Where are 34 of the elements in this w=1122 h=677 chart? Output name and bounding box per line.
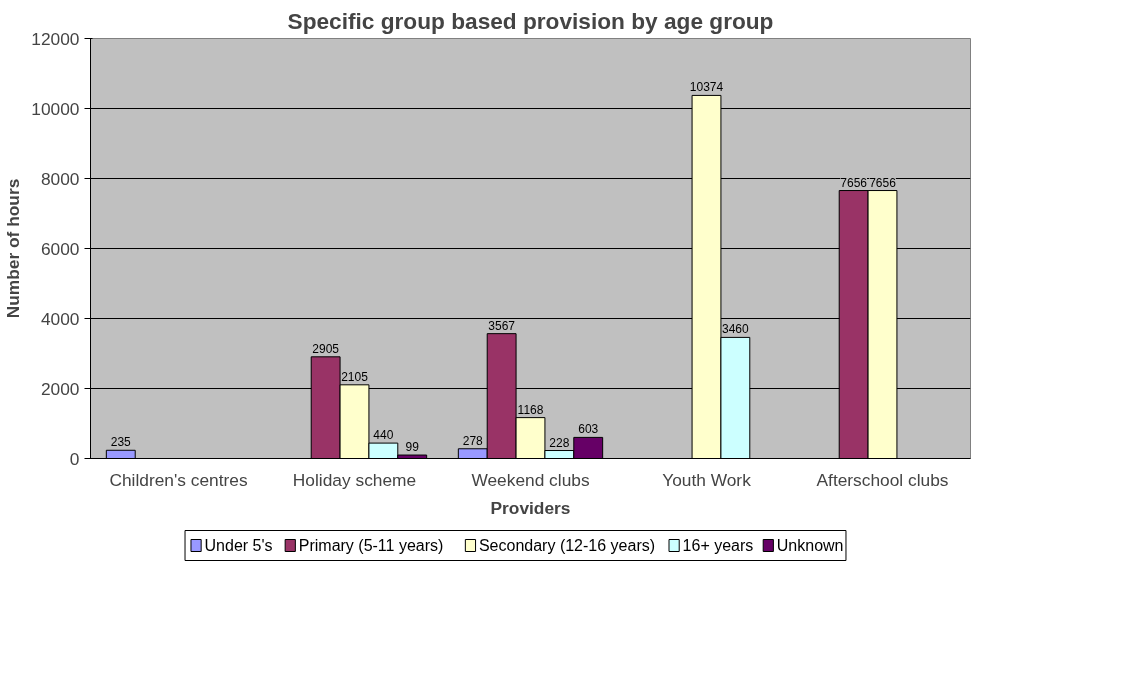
x-tick-label: Youth Work [662,469,752,490]
data-label: 7656 [840,175,868,190]
data-label: 1168 [517,402,544,417]
legend-label: Under 5's [204,537,273,554]
data-label: 99 [405,440,420,455]
legend-label: Unknown [776,537,844,554]
y-tick-label: 2000 [40,378,80,399]
y-tick-label: 6000 [40,238,80,259]
legend-label: Primary (5-11 years) [298,537,444,554]
data-label: 603 [578,422,599,437]
y-axis-title: Number of hours [3,178,24,319]
chart-title: Specific group based provision by age group [287,7,774,34]
y-tick-label: 0 [69,448,80,469]
data-label: 3460 [722,322,750,337]
data-label: 10374 [689,80,724,95]
data-label: 2905 [312,341,340,356]
data-label: 228 [549,435,570,450]
x-axis-title: Providers [490,497,571,518]
data-label: 440 [373,428,394,443]
data-label: 235 [110,435,132,450]
y-tick-label: 12000 [31,28,80,49]
legend-label: 16+ years [682,537,754,554]
legend-label: Secondary (12-16 years) [478,537,656,554]
data-label: 3567 [488,318,516,333]
x-tick-label: Weekend clubs [471,469,590,490]
data-label: 2105 [341,369,369,384]
y-tick-label: 4000 [40,308,80,329]
y-tick-label: 10000 [31,98,80,119]
x-tick-label: Afterschool clubs [816,469,949,490]
data-label: 7656 [869,175,897,190]
data-label: 278 [462,433,484,448]
x-tick-label: Holiday scheme [292,469,417,490]
x-tick-label: Children's centres [109,469,248,490]
y-tick-label: 8000 [40,168,80,189]
